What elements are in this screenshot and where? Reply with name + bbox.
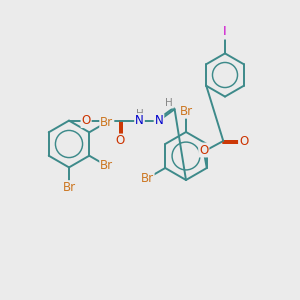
Text: H: H	[136, 109, 143, 119]
Text: N: N	[135, 114, 144, 127]
Text: H: H	[165, 98, 173, 108]
Text: Br: Br	[62, 181, 76, 194]
Text: I: I	[223, 25, 227, 38]
Text: Br: Br	[179, 105, 193, 118]
Text: O: O	[82, 114, 91, 127]
Text: O: O	[239, 134, 248, 148]
Text: Br: Br	[140, 172, 154, 185]
Text: Br: Br	[100, 116, 113, 129]
Text: O: O	[116, 134, 124, 148]
Text: Br: Br	[100, 159, 113, 172]
Text: N: N	[154, 114, 164, 127]
Text: O: O	[199, 143, 208, 157]
